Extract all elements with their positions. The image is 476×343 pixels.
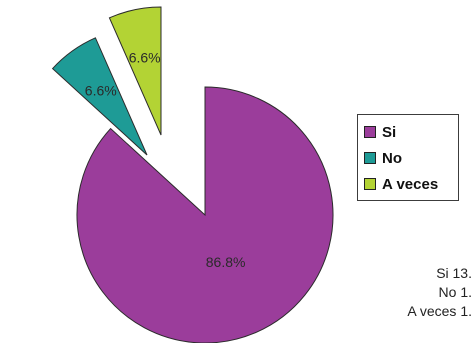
count-line-a-veces: A veces 1. bbox=[407, 303, 472, 319]
chart-legend: Si No A veces bbox=[357, 114, 459, 201]
slice-label-a-veces: 6.6% bbox=[129, 49, 161, 65]
legend-item-si: Si bbox=[364, 119, 458, 145]
count-annotation: Si 13. No 1. A veces 1. bbox=[407, 264, 472, 321]
slice-label-no: 6.6% bbox=[85, 83, 117, 99]
legend-swatch-si bbox=[364, 126, 376, 138]
legend-label-no: No bbox=[382, 149, 402, 167]
pie-slice-no bbox=[51, 37, 148, 156]
count-line-si: Si 13. bbox=[436, 265, 472, 281]
count-line-no: No 1. bbox=[438, 284, 472, 300]
legend-item-a-veces: A veces bbox=[364, 171, 458, 197]
pie-slice-a-veces bbox=[108, 6, 162, 136]
pie-slice-si bbox=[76, 86, 334, 343]
legend-item-no: No bbox=[364, 145, 458, 171]
legend-label-a-veces: A veces bbox=[382, 175, 439, 193]
pie-slice-group-no: 6.6% bbox=[51, 37, 148, 156]
slice-label-si: 86.8% bbox=[206, 254, 246, 270]
pie-slice-group-si: 86.8% bbox=[76, 86, 334, 343]
pie-slice-group-a-veces: 6.6% bbox=[108, 6, 162, 136]
legend-swatch-no bbox=[364, 152, 376, 164]
legend-swatch-a-veces bbox=[364, 178, 376, 190]
legend-label-si: Si bbox=[382, 123, 397, 141]
